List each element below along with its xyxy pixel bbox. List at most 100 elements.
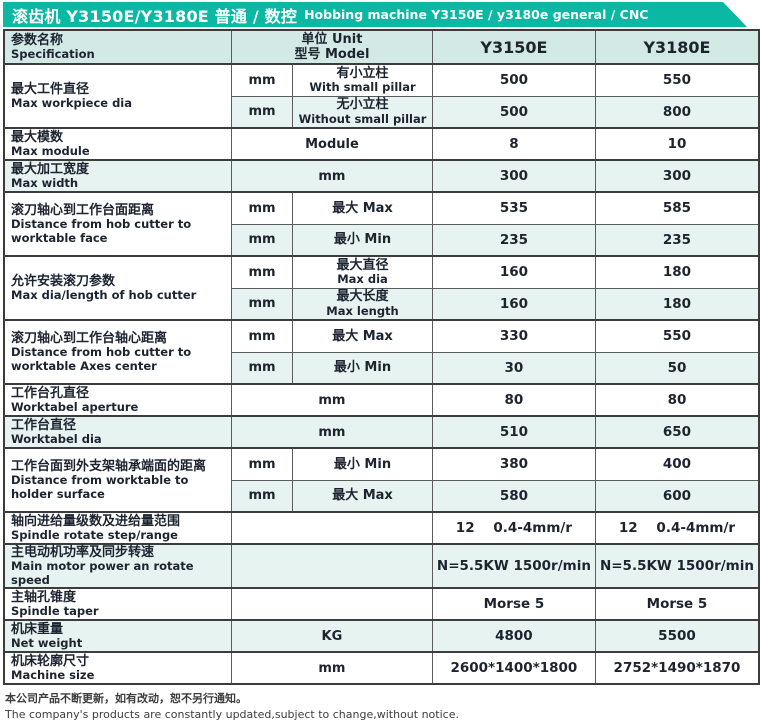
footer-note-zh: 本公司产品不断更新，如有改动，恕不另行通知。 [5, 692, 247, 706]
model-cell: 最小 Min [292, 447, 433, 481]
table-row: 最大工件直径 Max workpiece dia mm 有小立柱 With sm… [3, 63, 760, 129]
spec-cell-distance-worktable-face: 滚刀轴心到工作台面距离 Distance from hob cutter to … [3, 191, 232, 257]
value-y3180e: 585 [594, 191, 760, 225]
model-cell: 最大直径 Max dia [292, 255, 433, 289]
unit-model-cell: Module [230, 127, 433, 161]
value-y3150e: 4800 [431, 619, 596, 653]
value-y3180e: 650 [594, 415, 760, 449]
spec-cell-hob-cutter-params: 允许安装滚刀参数 Max dia/length of hob cutter [3, 255, 232, 321]
table-row: 工作台直径 Worktabel dia mm 510 650 [3, 415, 760, 449]
model-cell: 有小立柱 With small pillar [292, 63, 433, 97]
value-y3180e: 10 [594, 127, 760, 161]
spec-table: 参数名称 Specification 单位 Unit 型号 Model Y315… [3, 29, 760, 686]
value-y3180e: 235 [594, 223, 760, 257]
value-y3150e: 510 [431, 415, 596, 449]
table-row: mm 最大长度 Max length 160 180 [4, 287, 760, 321]
table-row: 滚刀轴心到工作台面距离 Distance from hob cutter to … [3, 191, 760, 257]
value-y3180e: 300 [594, 159, 760, 193]
spec-cell-max-module: 最大模数 Max module [3, 127, 232, 161]
value-y3180e: 2752*1490*1870 [594, 651, 760, 685]
table-row: mm 无小立柱 Without small pillar 500 800 [4, 95, 760, 129]
value-y3150e: 160 [431, 287, 596, 321]
value-y3180e: 5500 [594, 619, 760, 653]
value-y3180e: 80 [594, 383, 760, 417]
value-y3180e: 50 [594, 351, 760, 385]
spec-cell-distance-axes-center: 滚刀轴心到工作台轴心距离 Distance from hob cutter to… [3, 319, 232, 385]
table-row: 轴向进给量级数及进给量范围 Spindle rotate step/range … [3, 511, 760, 545]
value-y3180e: 180 [594, 287, 760, 321]
page-title-en: Hobbing machine Y3150E / y3180e general … [304, 7, 649, 22]
header-specification: 参数名称 Specification [3, 29, 232, 65]
value-y3180e: 550 [594, 63, 760, 97]
spec-cell-net-weight: 机床重量 Net weight [3, 619, 232, 653]
model-cell: 无小立柱 Without small pillar [292, 95, 433, 129]
value-y3150e: 330 [431, 319, 596, 353]
unit-cell: mm [230, 447, 294, 481]
unit-model-cell: KG [230, 619, 433, 653]
table-row: mm 最大 Max 580 600 [4, 479, 760, 513]
table-row: 滚刀轴心到工作台轴心距离 Distance from hob cutter to… [3, 319, 760, 385]
value-y3150e: 500 [431, 95, 596, 129]
value-y3150e: 580 [431, 479, 596, 513]
value-y3180e: 550 [594, 319, 760, 353]
header-y3180e: Y3180E [594, 29, 760, 65]
unit-cell: mm [230, 223, 294, 257]
table-row: mm 最小 Min 30 50 [4, 351, 760, 385]
table-row: 主电动机功率及同步转速 Main motor power an rotate s… [3, 542, 760, 589]
value-y3150e: 500 [431, 63, 596, 97]
value-y3180e: Morse 5 [594, 587, 760, 621]
value-y3150e: 535 [431, 191, 596, 225]
page-title-zh: 滚齿机 Y3150E/Y3180E 普通 / 数控 [12, 6, 298, 26]
spec-cell-main-motor-power: 主电动机功率及同步转速 Main motor power an rotate s… [3, 542, 232, 589]
spec-cell-max-width: 最大加工宽度 Max width [3, 159, 232, 193]
value-y3150e: 160 [431, 255, 596, 289]
unit-model-cell [230, 587, 433, 621]
value-y3180e: N=5.5KW 1500r/min [594, 542, 760, 589]
value-y3180e: 180 [594, 255, 760, 289]
value-y3150e: 12 0.4-4mm/r [431, 511, 596, 545]
unit-cell: mm [230, 479, 294, 513]
spec-cell-machine-size: 机床轮廓尺寸 Machine size [3, 651, 232, 685]
unit-cell: mm [230, 351, 294, 385]
model-cell: 最小 Min [292, 223, 433, 257]
table-row: 主轴孔锥度 Spindle taper Morse 5 Morse 5 [3, 587, 760, 621]
footer-note: 本公司产品不断更新，如有改动，恕不另行通知。 The company's pro… [5, 691, 760, 722]
value-y3150e: Morse 5 [431, 587, 596, 621]
spec-cell-spindle-step-range: 轴向进给量级数及进给量范围 Spindle rotate step/range [3, 511, 232, 545]
unit-model-cell: mm [230, 159, 433, 193]
table-header-row: 参数名称 Specification 单位 Unit 型号 Model Y315… [3, 29, 760, 65]
unit-cell: mm [230, 95, 294, 129]
value-y3150e: 30 [431, 351, 596, 385]
table-row: 机床轮廓尺寸 Machine size mm 2600*1400*1800 27… [3, 651, 760, 685]
model-cell: 最大 Max [292, 479, 433, 513]
value-y3150e: 300 [431, 159, 596, 193]
header-y3150e: Y3150E [431, 29, 596, 65]
value-y3180e: 800 [594, 95, 760, 129]
unit-model-cell: mm [230, 651, 433, 685]
table-row: 工作台面到外支架轴承端面的距离 Distance from worktable … [3, 447, 760, 513]
model-cell: 最大长度 Max length [292, 287, 433, 321]
value-y3150e: 235 [431, 223, 596, 257]
model-cell: 最大 Max [292, 191, 433, 225]
table-row: 工作台孔直径 Worktabel aperture mm 80 80 [3, 383, 760, 417]
value-y3180e: 12 0.4-4mm/r [594, 511, 760, 545]
value-y3150e: 8 [431, 127, 596, 161]
unit-cell: mm [230, 287, 294, 321]
spec-cell-worktable-dia: 工作台直径 Worktabel dia [3, 415, 232, 449]
header-unit-model: 单位 Unit 型号 Model [230, 29, 433, 65]
table-row: 最大加工宽度 Max width mm 300 300 [3, 159, 760, 193]
title-bar: 滚齿机 Y3150E/Y3180E 普通 / 数控 Hobbing machin… [3, 2, 747, 27]
value-y3180e: 600 [594, 479, 760, 513]
value-y3180e: 400 [594, 447, 760, 481]
table-row: 机床重量 Net weight KG 4800 5500 [3, 619, 760, 653]
spec-cell-spindle-taper: 主轴孔锥度 Spindle taper [3, 587, 232, 621]
unit-cell: mm [230, 63, 294, 97]
table-row: 最大模数 Max module Module 8 10 [3, 127, 760, 161]
unit-model-cell [230, 511, 433, 545]
footer-note-en: The company's products are constantly up… [5, 707, 459, 721]
unit-cell: mm [230, 255, 294, 289]
value-y3150e: 2600*1400*1800 [431, 651, 596, 685]
spec-cell-distance-holder-surface: 工作台面到外支架轴承端面的距离 Distance from worktable … [3, 447, 232, 513]
table-row: 允许安装滚刀参数 Max dia/length of hob cutter mm… [3, 255, 760, 321]
value-y3150e: 380 [431, 447, 596, 481]
